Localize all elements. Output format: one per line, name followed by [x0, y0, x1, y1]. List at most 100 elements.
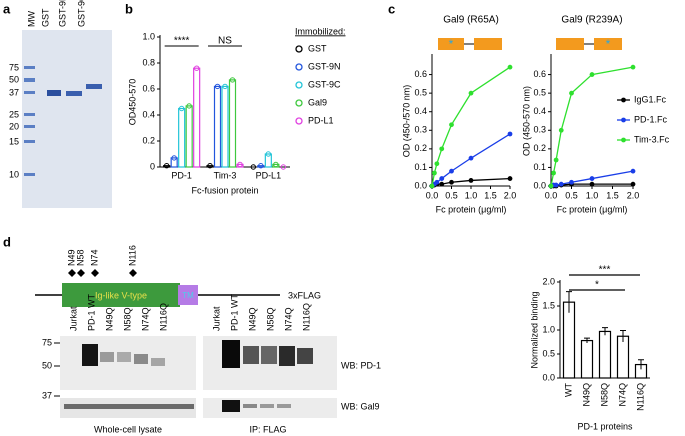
bar — [228, 79, 237, 168]
annotation: NS — [218, 36, 232, 47]
legend-marker — [621, 137, 626, 143]
blots — [60, 336, 337, 418]
y-tick-label: 0.6 — [533, 69, 546, 79]
point — [551, 170, 556, 176]
caption: Whole-cell lysate — [94, 424, 162, 434]
bar-point — [186, 103, 192, 109]
bar-point — [178, 105, 185, 112]
gel — [22, 30, 112, 208]
lane-label: N49Q — [247, 307, 257, 331]
mw-label: 50 — [42, 360, 52, 370]
x-tick-label: N58Q — [599, 383, 609, 407]
legend-label: GST — [308, 43, 327, 53]
site-label: N49 — [66, 249, 76, 266]
y-tick-label: 0.2 — [142, 135, 155, 145]
caption: IP: FLAG — [249, 424, 286, 434]
y-tick-label: 0.0 — [414, 180, 427, 190]
lane-label: N116Q — [301, 303, 311, 331]
bar — [562, 301, 576, 379]
lane-label: PD-1 WT — [86, 294, 96, 332]
x-tick-label: Tim-3 — [214, 170, 237, 180]
point — [558, 127, 564, 133]
point — [507, 64, 513, 70]
ladder — [24, 66, 35, 176]
axis — [431, 54, 510, 187]
bar-point — [222, 83, 228, 90]
legend-marker — [295, 117, 303, 125]
bar-point — [237, 161, 243, 168]
error-bar — [602, 327, 608, 336]
annotation: *** — [599, 265, 611, 276]
line — [431, 66, 511, 187]
bar — [193, 67, 201, 168]
x-tick-label: 1.5 — [484, 190, 497, 200]
y-tick-label: 0.4 — [142, 109, 155, 119]
point — [468, 155, 474, 161]
gel-band — [47, 90, 61, 96]
x-tick-label: 1.5 — [606, 190, 619, 200]
point — [589, 181, 595, 187]
point — [429, 183, 435, 189]
point — [569, 179, 574, 185]
bar — [598, 330, 612, 379]
bar-point — [163, 163, 170, 169]
point — [548, 183, 554, 189]
probe-label: WB: Gal9 — [341, 401, 380, 411]
protein-diagram — [35, 269, 280, 307]
x-tick-label: PD-1 — [171, 170, 192, 180]
tm-label: TM — [182, 291, 194, 300]
domain-diagram: * * — [438, 37, 622, 51]
x-tick-label: N116Q — [635, 383, 645, 411]
y-tick-label: 0.2 — [414, 143, 427, 153]
bar-point — [258, 163, 264, 169]
point — [468, 178, 474, 183]
site-label: N116 — [127, 245, 137, 266]
lane-label: GST-9C — [76, 0, 86, 27]
svg-text:*: * — [606, 37, 611, 51]
mw-label: 25 — [9, 109, 19, 119]
y-tick-label: 0.5 — [414, 88, 427, 98]
bar-point — [171, 155, 177, 161]
x-tick-label: N74Q — [617, 383, 627, 407]
error-bar — [566, 291, 572, 313]
gel-band — [86, 84, 102, 89]
y-tick-label: 0.4 — [533, 106, 546, 116]
y-tick-label: 0.4 — [414, 106, 427, 116]
point — [439, 146, 445, 152]
legend-marker — [295, 63, 303, 71]
bar — [221, 85, 229, 168]
y-axis-label: Normalized binding — [529, 291, 539, 368]
domain-label: Ig-like V-type — [95, 290, 147, 300]
point — [507, 176, 513, 181]
y-tick-label: 0.6 — [414, 69, 427, 79]
panel-label: b — [125, 1, 133, 16]
legend-marker — [621, 117, 626, 123]
mw-label: 10 — [9, 169, 19, 179]
point — [439, 181, 445, 187]
bar — [170, 157, 178, 168]
point — [507, 131, 513, 137]
x-tick-label: WT — [563, 383, 573, 397]
y-tick-label: 0.5 — [542, 348, 555, 358]
lane-label: N58Q — [122, 307, 132, 331]
legend-marker — [621, 97, 626, 103]
legend-label: Gal9 — [308, 97, 327, 107]
point — [468, 90, 474, 96]
chart-title: Gal9 (R239A) — [561, 15, 622, 26]
bar — [257, 165, 265, 168]
x-tick-label: PD-L1 — [256, 170, 282, 180]
point — [589, 72, 595, 77]
axis — [159, 35, 290, 168]
lane-label: GST-9N — [57, 0, 67, 27]
lane-label: Jurkat — [68, 306, 78, 331]
gel-band — [66, 91, 82, 96]
bar-point — [273, 161, 279, 168]
legend-marker — [295, 81, 303, 89]
site-label: N58 — [75, 249, 85, 266]
svg-text:*: * — [449, 37, 454, 51]
y-tick-label: 0.8 — [142, 57, 155, 67]
lane-label: MW — [26, 11, 36, 27]
bar — [580, 339, 594, 379]
y-tick-label: 0.2 — [533, 143, 546, 153]
